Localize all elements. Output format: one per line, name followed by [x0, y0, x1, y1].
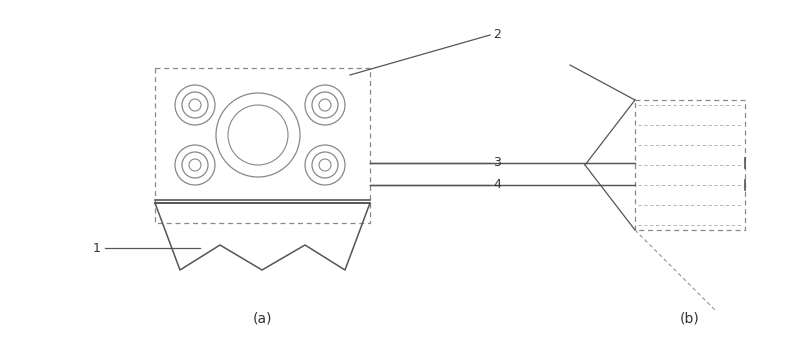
Text: (a): (a) [253, 311, 272, 325]
Text: 2: 2 [493, 28, 501, 42]
Text: 4: 4 [493, 179, 501, 191]
Text: 3: 3 [493, 156, 501, 170]
Text: 1: 1 [93, 242, 101, 255]
Text: (b): (b) [680, 311, 700, 325]
